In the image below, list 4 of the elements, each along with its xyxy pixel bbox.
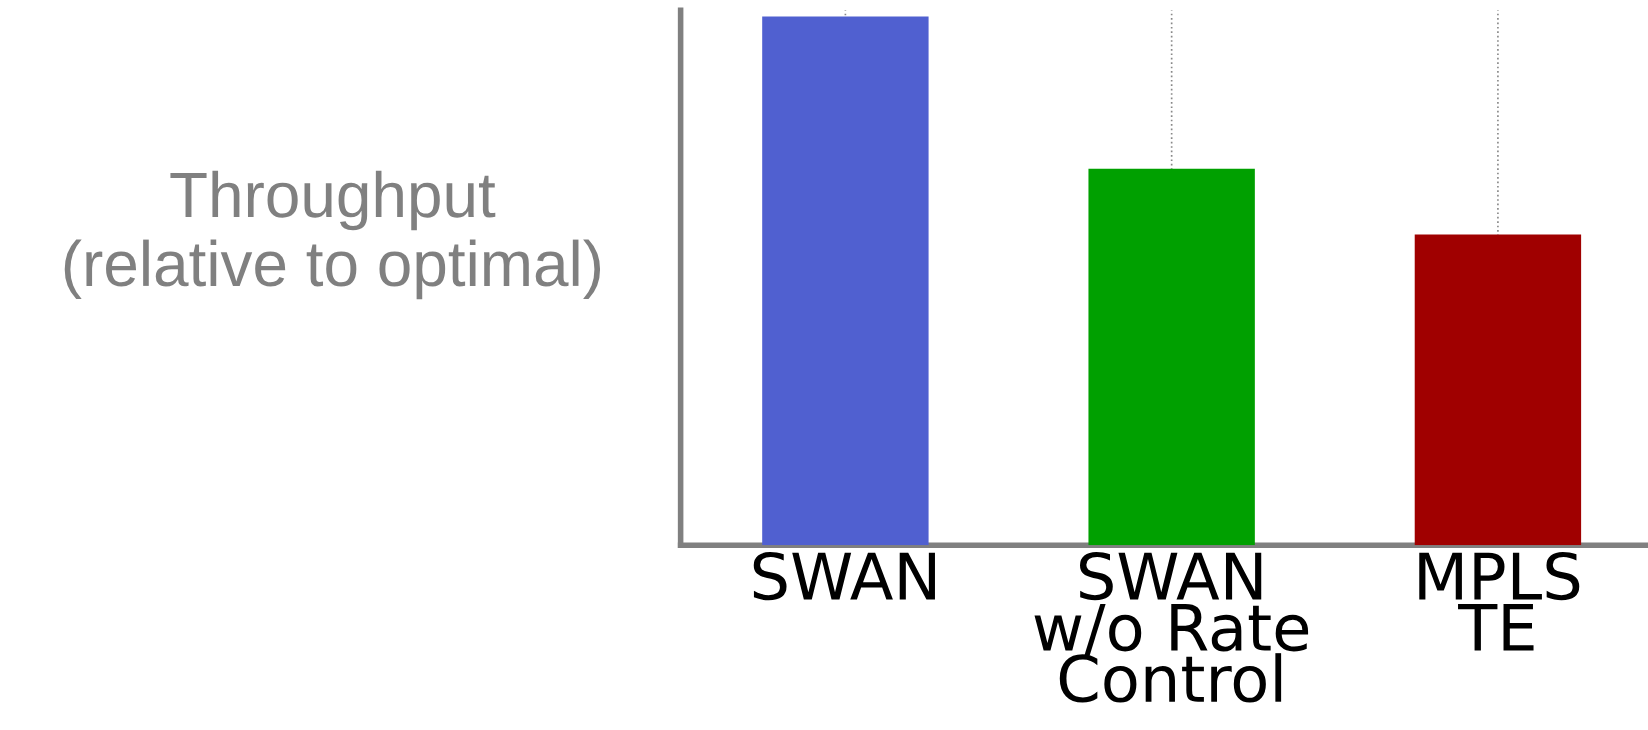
x-tick-label: MPLS TE bbox=[1419, 551, 1580, 651]
y-axis-title: Throughput (relative to optimal) bbox=[64, 170, 601, 300]
x-tick-label: SWAN w/o Rate Control bbox=[1034, 551, 1309, 703]
x-tick-label: SWAN bbox=[753, 551, 935, 601]
